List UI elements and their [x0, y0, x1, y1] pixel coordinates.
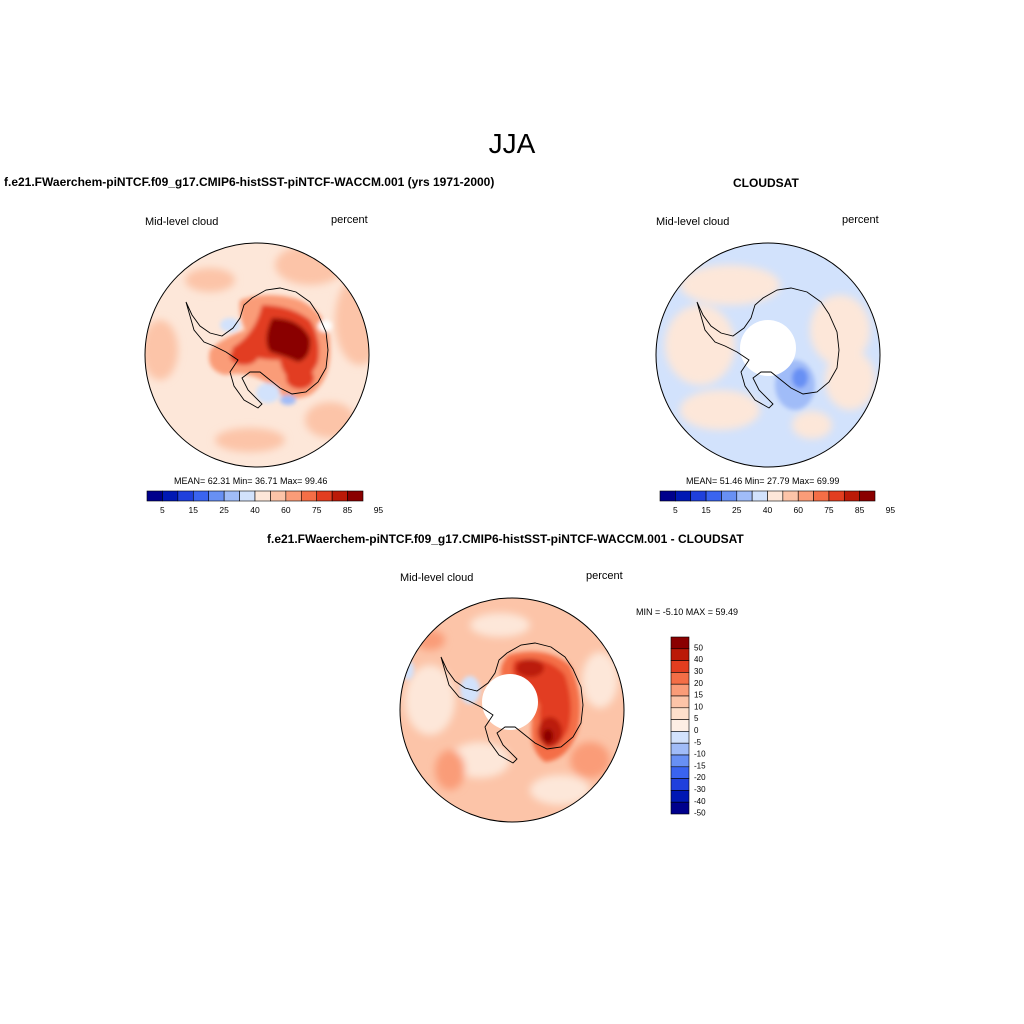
panel-1-colorbar-swatch — [177, 490, 194, 502]
panel-2-colorbar-swatch — [690, 490, 707, 502]
panel-3-colorbar-tick-label: 50 — [694, 643, 703, 652]
panel-2-variable-label: Mid-level cloud — [656, 216, 730, 228]
panel-1-colorbar-tick-label: 85 — [343, 505, 353, 515]
panel-3-colorbar-tick-label: -20 — [694, 773, 706, 782]
panel-2-colorbar-tick-label: 60 — [793, 505, 803, 515]
panel-2-colorbar-swatch — [721, 490, 738, 502]
panel-2-colorbar-swatch — [659, 490, 676, 502]
panel-2-colorbar-tick-label: 85 — [855, 505, 865, 515]
panel-1-colorbar-swatch — [347, 490, 364, 502]
panel-2-colorbar-swatch — [705, 490, 722, 502]
panel-1-map — [144, 242, 370, 468]
panel-2-stats: MEAN= 51.46 Min= 27.79 Max= 69.99 — [686, 476, 840, 486]
panel-3-colorbar-swatch — [670, 742, 690, 756]
panel-1-colorbar-swatch — [331, 490, 348, 502]
panel-3-colorbar-tick-label: -50 — [694, 809, 706, 818]
panel-1-colorbar-swatch — [254, 490, 271, 502]
panel-2-units-label: percent — [842, 214, 879, 226]
panel-3-colorbar-swatch — [670, 660, 690, 673]
panel-1-colorbar: 5 15 25 40 60 75 85 95 — [146, 490, 384, 515]
panel-1-colorbar-swatch — [239, 490, 256, 502]
panel-2-colorbar-swatch — [813, 490, 830, 502]
panel-1-stats: MEAN= 62.31 Min= 36.71 Max= 99.46 — [174, 476, 328, 486]
panel-3-colorbar-swatch — [670, 801, 690, 815]
season-title: JJA — [488, 128, 536, 159]
panel-3-colorbar-tick-label: 10 — [694, 702, 703, 711]
panel-1-colorbar-swatch — [192, 490, 210, 502]
panel-2-colorbar-swatch — [767, 490, 784, 502]
panel-1-colorbar-swatch — [162, 490, 179, 502]
panel-3-colorbar-tick-label: -10 — [694, 750, 706, 759]
panel-3-colorbar-tick-label: 5 — [694, 714, 699, 723]
panel-2-colorbar-swatch — [828, 490, 845, 502]
panel-1-colorbar-swatch — [146, 490, 163, 502]
panel-1-colorbar-swatch — [270, 490, 287, 502]
panel-3-colorbar-swatch — [670, 648, 690, 661]
panel-3-colorbar-swatch — [670, 778, 690, 791]
panel-3-colorbar-swatch — [670, 672, 690, 685]
panel-3-colorbar-tick-label: 15 — [694, 691, 703, 700]
panel-3-colorbar-tick-label: 0 — [694, 726, 699, 735]
panel-1-colorbar-swatch — [285, 490, 302, 502]
panel-2-colorbar: 5 15 25 40 60 75 85 95 — [659, 490, 896, 515]
panel-2-colorbar-tick-label: 75 — [824, 505, 834, 515]
panel-3-colorbar-tick-label: -5 — [694, 738, 702, 747]
panel-3-colorbar-swatch — [670, 683, 690, 697]
panel-1-units-label: percent — [331, 214, 368, 226]
panel-1-colorbar-swatch — [208, 490, 225, 502]
panel-3-colorbar-swatch — [670, 719, 690, 732]
panel-2-colorbar-tick-label: 15 — [701, 505, 711, 515]
panel-3-units-label: percent — [586, 570, 623, 582]
panel-3-colorbar-tick-label: -30 — [694, 785, 706, 794]
panel-3-colorbar-swatch — [670, 731, 690, 744]
panel-1-colorbar-tick-label: 5 — [160, 505, 165, 515]
panel-1-colorbar-swatch — [300, 490, 318, 502]
panel-3-colorbar-swatch — [670, 636, 690, 650]
panel-2-colorbar-swatch — [797, 490, 814, 502]
panel-3-map — [399, 597, 625, 823]
panel-2-colorbar-swatch — [675, 490, 692, 502]
panel-2-colorbar-swatch — [736, 490, 753, 502]
panel-3-colorbar-swatch — [670, 695, 690, 709]
panel-2-colorbar-swatch — [843, 490, 860, 502]
panel-1-colorbar-tick-label: 60 — [281, 505, 291, 515]
panel-3-colorbar-swatch — [670, 790, 690, 803]
panel-1-variable-label: Mid-level cloud — [145, 216, 219, 228]
panel-2-map — [655, 242, 881, 468]
panel-2-colorbar-swatch — [751, 490, 768, 502]
panel-3-colorbar-tick-label: -15 — [694, 761, 706, 770]
panel-1-colorbar-tick-label: 95 — [374, 505, 384, 515]
panel-3-colorbar-swatch — [670, 766, 690, 779]
panel-1-colorbar-tick-label: 15 — [189, 505, 199, 515]
panel-3-colorbar-swatch — [670, 707, 690, 720]
panel-1-title: f.e21.FWaerchem-piNTCF.f09_g17.CMIP6-his… — [4, 175, 495, 189]
panel-2-colorbar-tick-label: 25 — [732, 505, 742, 515]
panel-3-colorbar-tick-label: 20 — [694, 679, 703, 688]
panel-3-colorbar-swatch — [670, 754, 690, 768]
panel-2-colorbar-tick-label: 95 — [886, 505, 896, 515]
panel-1-colorbar-tick-label: 75 — [312, 505, 322, 515]
panel-2-colorbar-swatch — [859, 490, 876, 502]
panel-2-title: CLOUDSAT — [733, 176, 799, 190]
panel-3-colorbar-tick-label: -40 — [694, 797, 706, 806]
panel-2-colorbar-swatch — [782, 490, 799, 502]
panel-3-variable-label: Mid-level cloud — [400, 572, 474, 584]
panel-1-colorbar-tick-label: 40 — [250, 505, 260, 515]
panel-2-colorbar-tick-label: 40 — [763, 505, 773, 515]
panel-1-colorbar-tick-label: 25 — [219, 505, 229, 515]
panel-3-colorbar-tick-label: 30 — [694, 667, 703, 676]
panel-1-colorbar-swatch — [223, 490, 240, 502]
panel-3-colorbar-tick-label: 40 — [694, 655, 703, 664]
panel-2-colorbar-tick-label: 5 — [673, 505, 678, 515]
panel-3-stats: MIN = -5.10 MAX = 59.49 — [636, 607, 739, 617]
panel-3-title: f.e21.FWaerchem-piNTCF.f09_g17.CMIP6-his… — [267, 532, 744, 546]
panel-1-colorbar-swatch — [316, 490, 333, 502]
